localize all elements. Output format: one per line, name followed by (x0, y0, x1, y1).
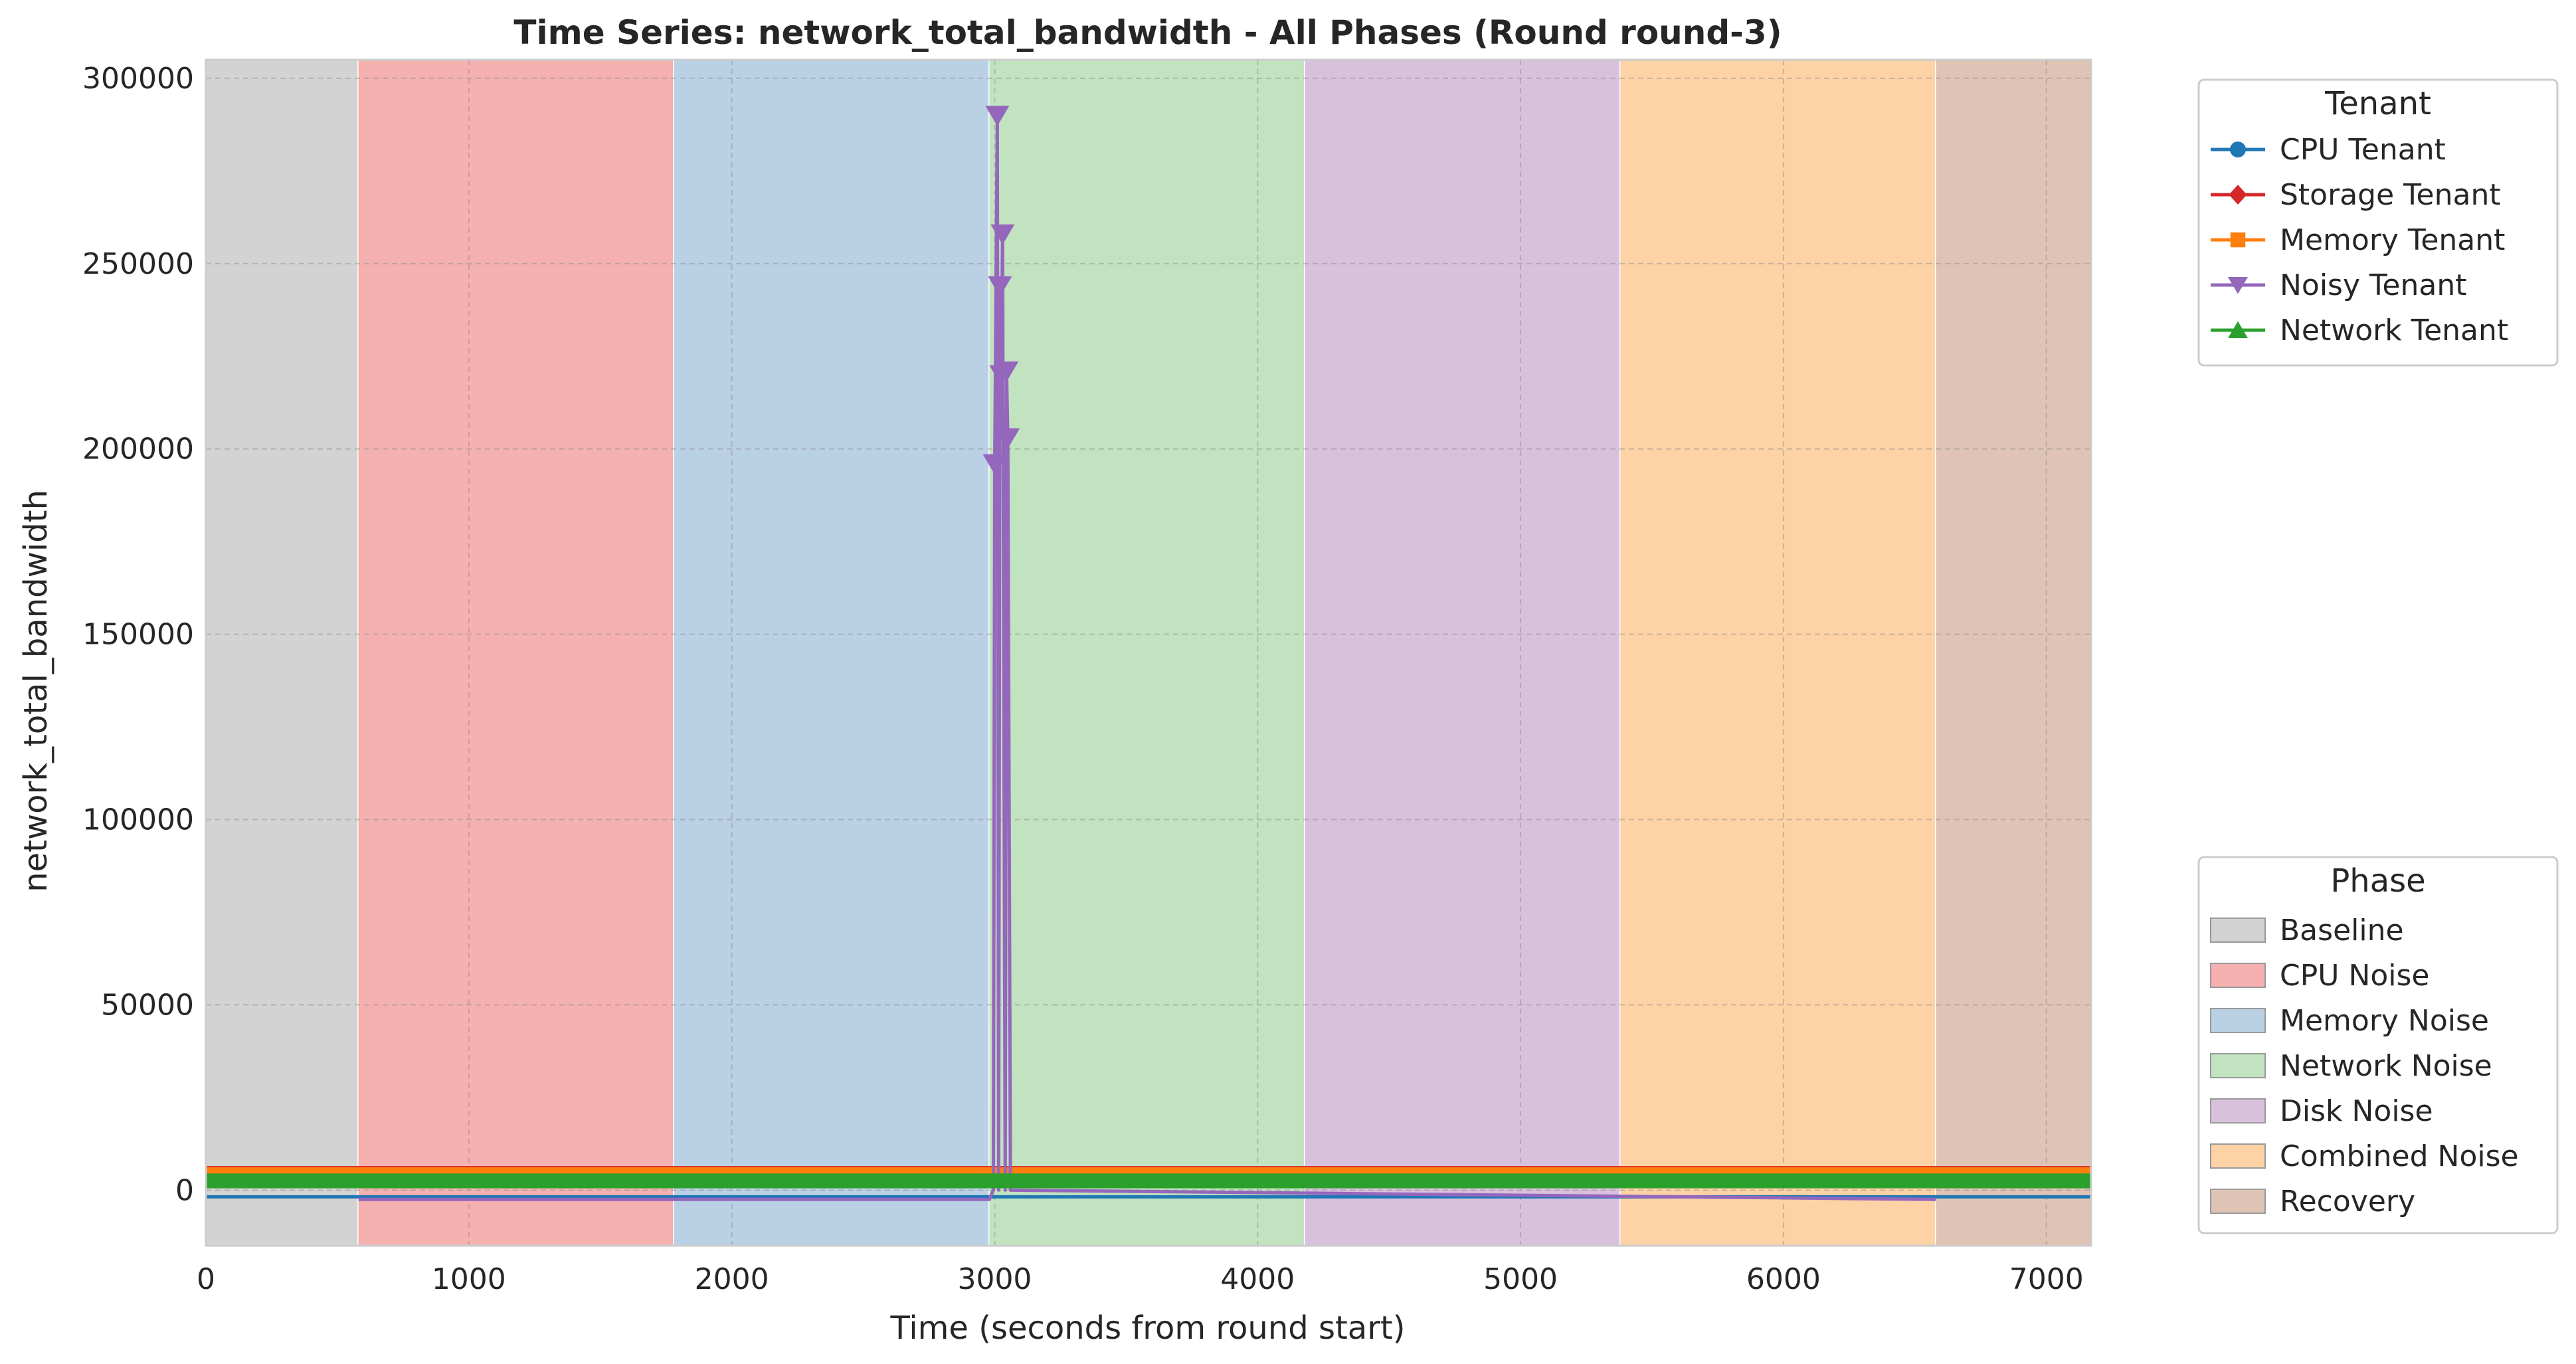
phase-band (674, 60, 990, 1246)
axes: 0 1000 2000 3000 4000 5000 6000 7000 0 50000 10000… (82, 58, 2092, 1296)
series-marker (994, 361, 1019, 382)
legend-swatch (2210, 1098, 2266, 1123)
legend-box (2197, 78, 2559, 367)
y-tick-label: 0 (175, 1173, 194, 1207)
phase-band (1620, 60, 1936, 1246)
y-tick-label: 150000 (82, 618, 194, 652)
phase-band (358, 60, 674, 1246)
x-tick-label: 4000 (1220, 1262, 1295, 1296)
series-marker (988, 276, 1012, 297)
x-axis-label: Time (seconds from round start) (889, 1310, 1405, 1347)
x-tick-label: 0 (197, 1262, 215, 1296)
phase-band (206, 60, 359, 1246)
x-tick-label: 3000 (957, 1262, 1032, 1296)
legend-label: Noisy Tenant (2280, 268, 2466, 302)
phase-bands (206, 60, 2092, 1246)
legend-label: Storage Tenant (2280, 178, 2501, 212)
legend-box (2197, 856, 2559, 1234)
legend-label: CPU Tenant (2280, 133, 2446, 167)
y-tick-label: 100000 (82, 803, 194, 837)
series-marker (990, 224, 1015, 245)
y-tick-label: 200000 (82, 433, 194, 466)
x-tick-label: 5000 (1483, 1262, 1558, 1296)
legend-title: Phase (2330, 862, 2425, 900)
plot-frame (205, 58, 2092, 1247)
legend-label: Recovery (2280, 1185, 2415, 1218)
x-tick-label: 7000 (2009, 1262, 2084, 1296)
chart-title: Time Series: network_total_bandwidth - A… (513, 13, 1782, 52)
phase-legend: Phase Baseline CPU Noise Memory Noise Networ… (2197, 856, 2559, 1234)
y-tick-label: 300000 (82, 62, 194, 96)
series-marker (2230, 142, 2246, 157)
series-marker (982, 454, 1007, 475)
legend-swatch (2210, 1053, 2266, 1078)
legend-swatch (2210, 963, 2266, 988)
tenant-legend: Tenant CPU Tenant Storage Tenant Memory Ten… (2197, 78, 2559, 367)
legend-label: Memory Tenant (2280, 223, 2505, 257)
phase-band (989, 60, 1305, 1246)
y-tick-label: 50000 (101, 988, 194, 1022)
phase-band (1305, 60, 1621, 1246)
legend-label: Network Tenant (2280, 314, 2508, 347)
legend-swatch (2210, 1143, 2266, 1169)
legend-swatch (2210, 918, 2266, 943)
phase-band (1936, 60, 2091, 1246)
legend-label: Combined Noise (2280, 1139, 2519, 1173)
legend-label: CPU Noise (2280, 959, 2430, 993)
legend-label: Baseline (2280, 914, 2404, 947)
series-line (358, 114, 1936, 1201)
legend-label: Network Noise (2280, 1049, 2492, 1083)
legend-title: Tenant (2324, 85, 2431, 122)
legend-swatch (2210, 1008, 2266, 1033)
series-lines (206, 106, 2091, 1201)
x-tick-label: 6000 (1746, 1262, 1821, 1296)
series-marker (2230, 232, 2246, 248)
series-marker (2228, 277, 2248, 294)
series-marker (2228, 321, 2248, 338)
y-tick-label: 250000 (82, 247, 194, 281)
legend-label: Disk Noise (2280, 1094, 2433, 1128)
series-marker (985, 106, 1010, 126)
legend-swatch (2210, 1189, 2266, 1214)
series-marker (996, 428, 1020, 449)
series-marker (2229, 185, 2247, 205)
x-tick-label: 1000 (432, 1262, 506, 1296)
legend-label: Memory Noise (2280, 1004, 2489, 1038)
x-tick-label: 2000 (695, 1262, 769, 1296)
y-axis-label: network_total_bandwidth (17, 490, 54, 892)
